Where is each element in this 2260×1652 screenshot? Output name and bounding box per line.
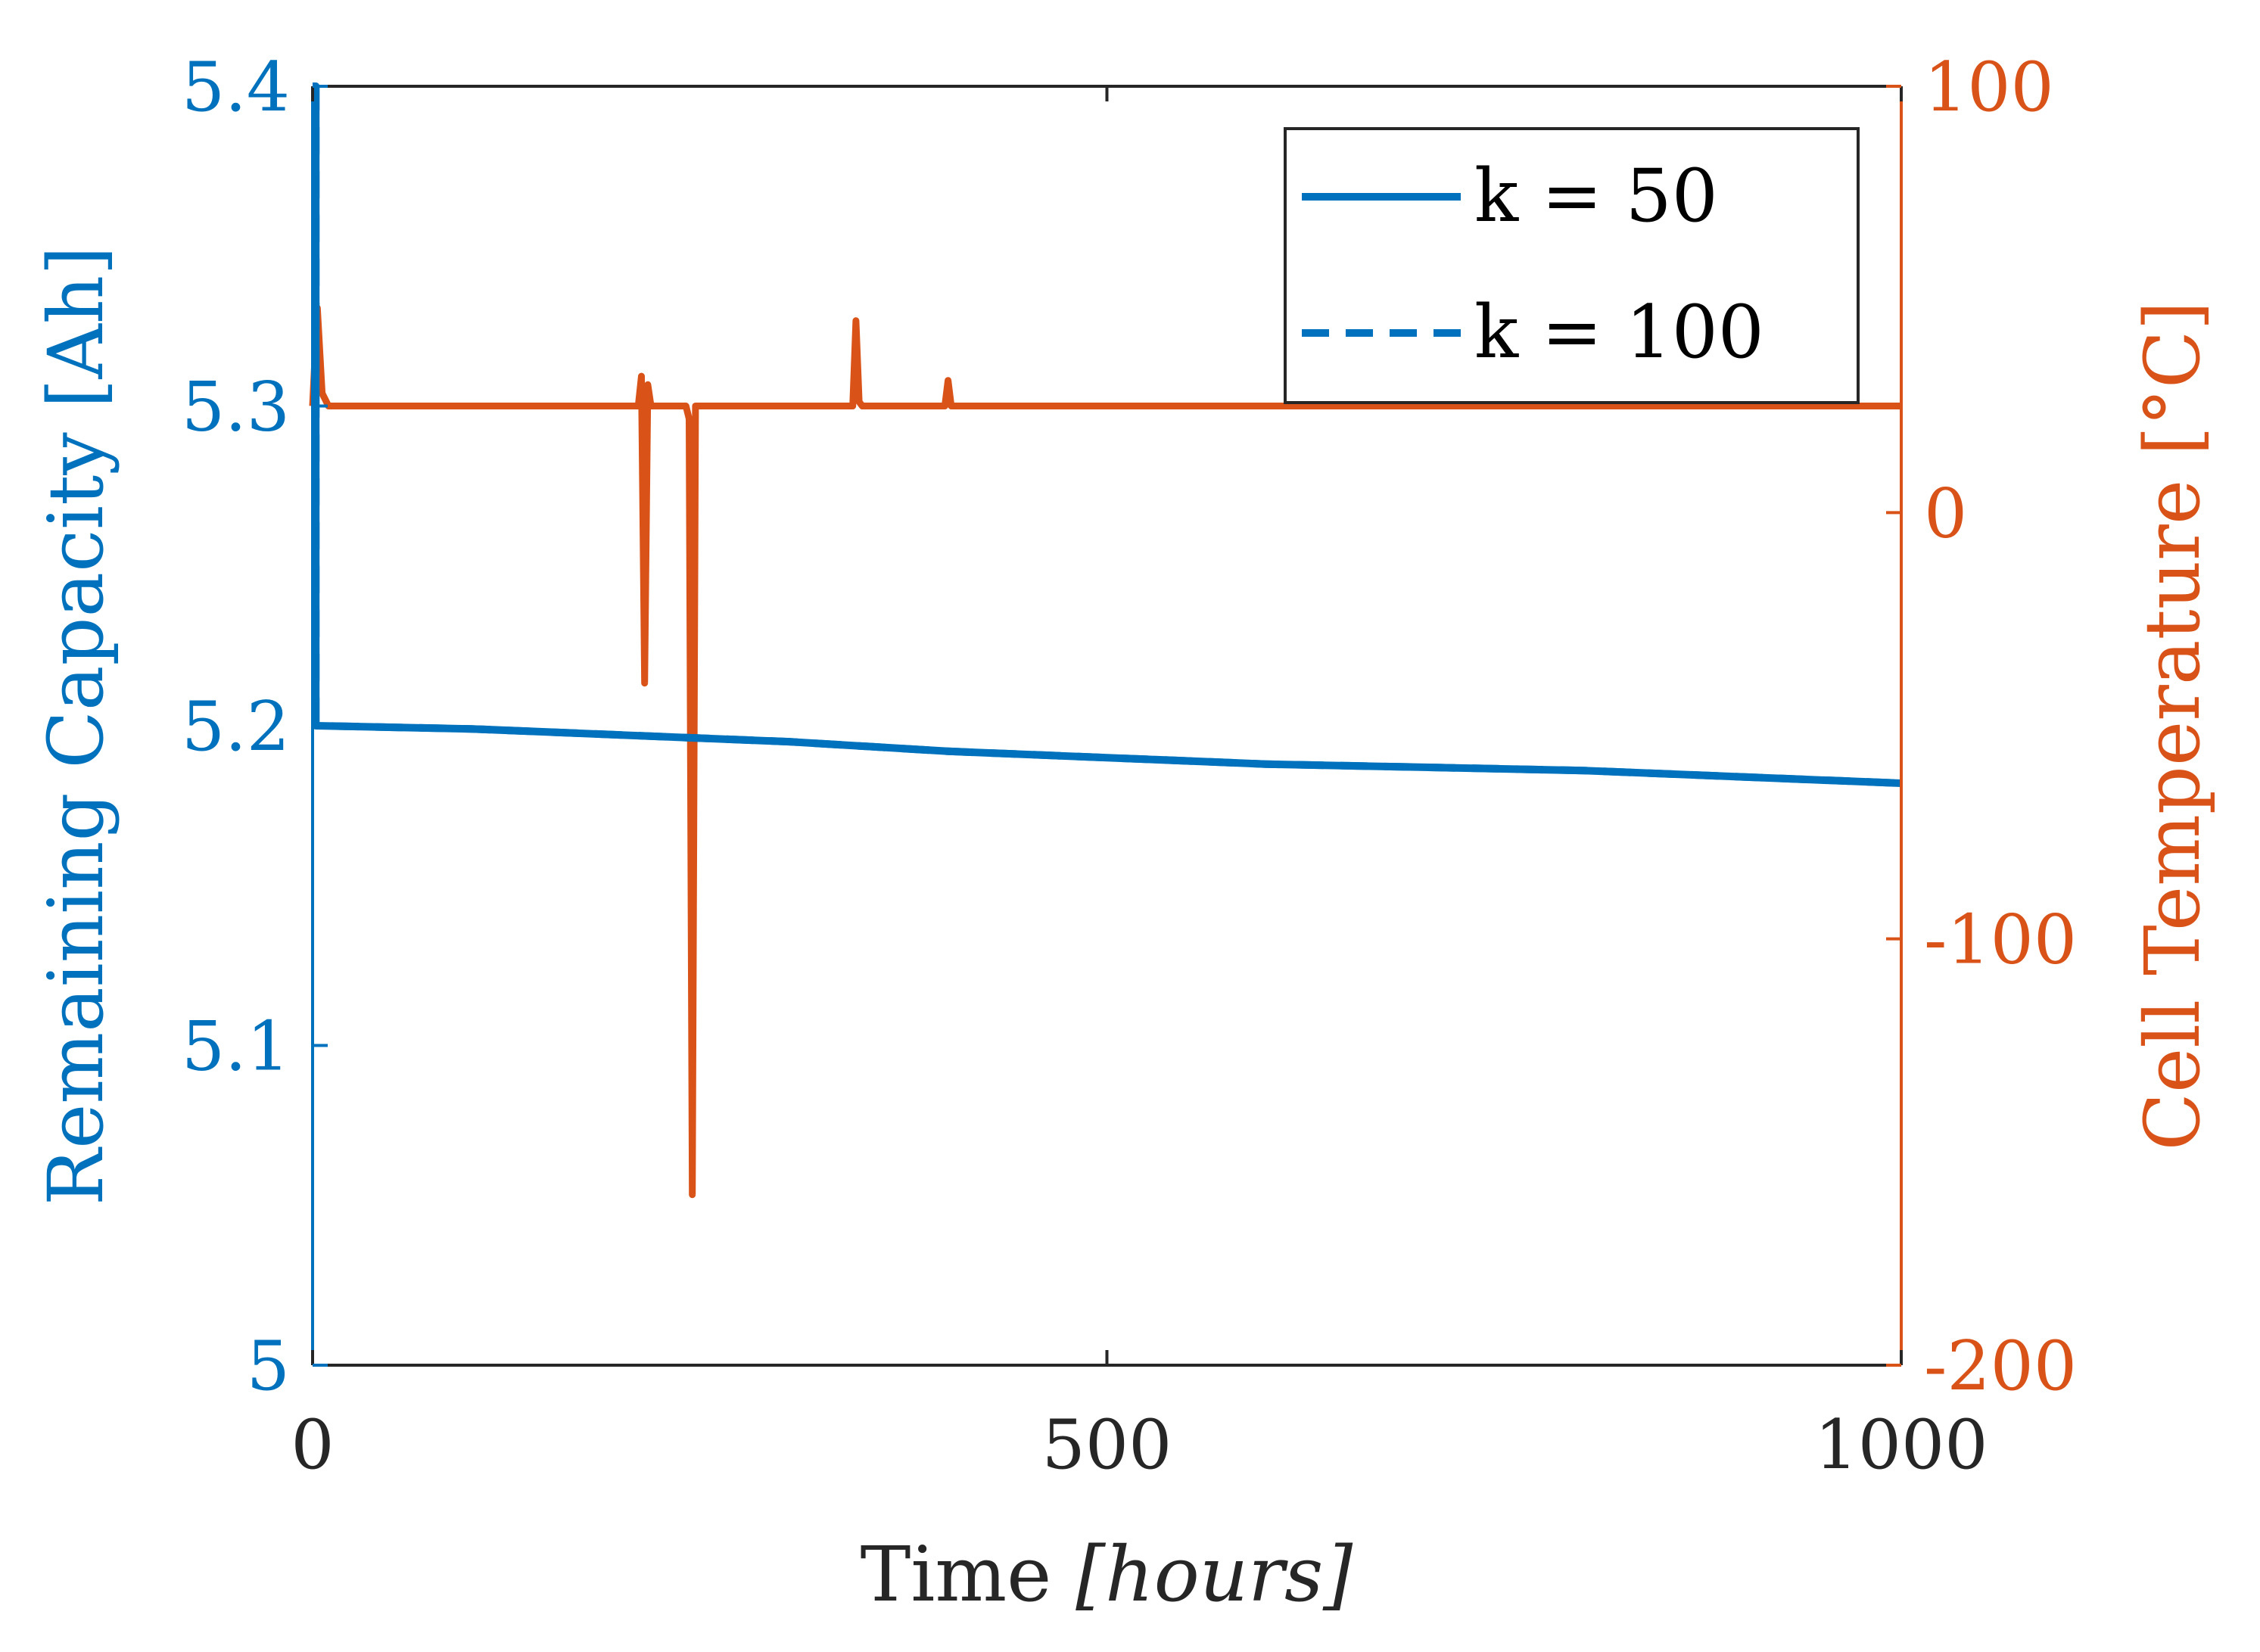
y-right-tick-label-100: 100 xyxy=(1924,48,2054,127)
left-y-axis-title: Remaining Capacity [Ah] xyxy=(32,246,120,1206)
x-tick-label-500: 500 xyxy=(1042,1405,1172,1485)
x-tick-label-1000: 1000 xyxy=(1814,1405,1988,1485)
x-tick-label-0: 0 xyxy=(291,1405,334,1485)
x-axis-title: Time [hours] xyxy=(861,1530,1354,1619)
y-right-tick-label-0: 0 xyxy=(1924,474,1967,553)
y-left-tick-label-5: 5 xyxy=(247,1327,290,1406)
legend-label-k50: k = 50 xyxy=(1474,154,1718,238)
y-right-tick-label--200: -200 xyxy=(1924,1327,2077,1406)
series-line-k100 xyxy=(312,82,1902,787)
series-line-cell-temperature xyxy=(309,304,1901,1199)
y-left-tick-label-5.4: 5.4 xyxy=(182,48,290,127)
legend: k = 50 k = 100 xyxy=(1284,127,1860,404)
legend-box xyxy=(1284,127,1860,404)
y-left-tick-label-5.2: 5.2 xyxy=(182,687,290,767)
y-left-tick-label-5.1: 5.1 xyxy=(182,1007,290,1087)
right-y-axis-title: Cell Temperature [°C] xyxy=(2128,301,2217,1151)
ticks-layer: 0 500 1000 5 5.1 5.2 5.3 5.4 -200 -100 0 100 xyxy=(182,48,2077,1485)
x-axis-title-main: Time xyxy=(861,1530,1076,1619)
legend-label-k100: k = 100 xyxy=(1474,290,1764,375)
x-axis-title-unit: [hours] xyxy=(1076,1530,1353,1619)
y-left-tick-label-5.3: 5.3 xyxy=(182,368,290,447)
y-right-tick-label--100: -100 xyxy=(1924,901,2077,980)
